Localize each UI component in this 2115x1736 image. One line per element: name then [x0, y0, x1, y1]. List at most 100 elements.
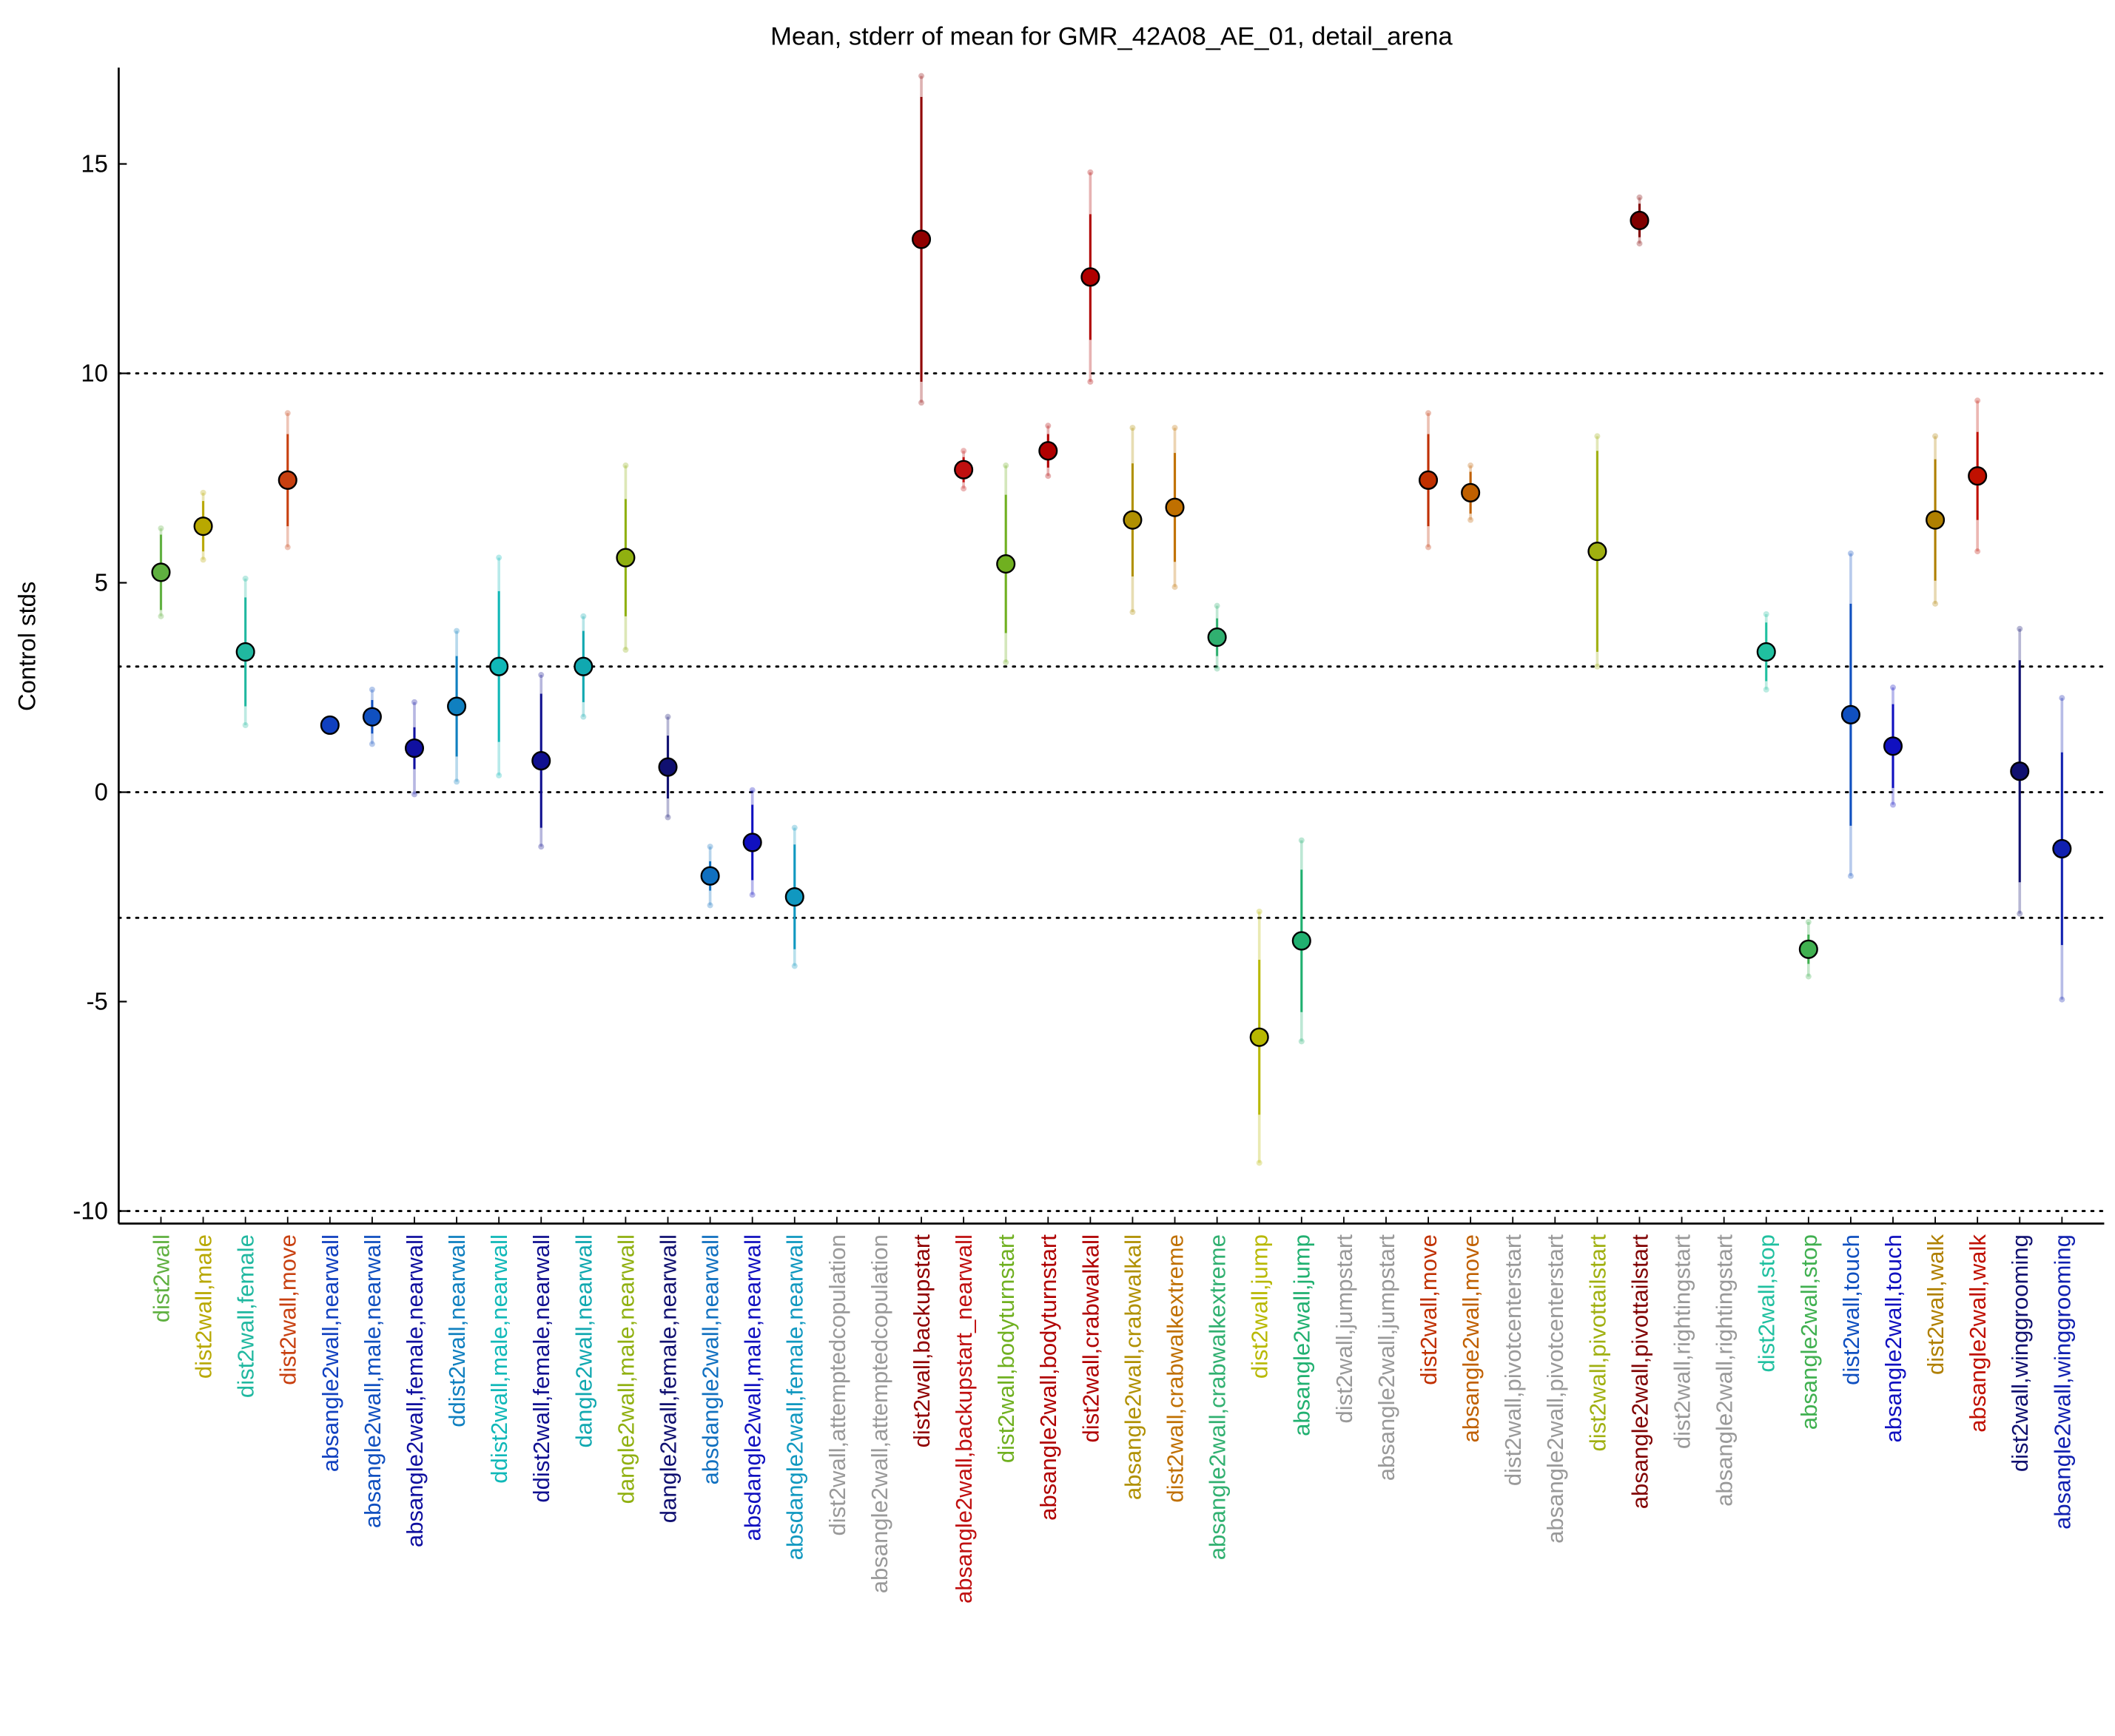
x-tick-label: absangle2wall,jumpstart [1373, 1234, 1399, 1481]
mean-marker [1756, 642, 1776, 662]
x-tick-label: dist2wall,jumpstart [1331, 1234, 1357, 1424]
spread-end [1087, 378, 1094, 385]
x-tick-label: dist2wall,winggrooming [2007, 1234, 2033, 1472]
spread-end [369, 686, 375, 693]
x-tick-label: dist2wall,rightingstart [1670, 1234, 1695, 1449]
spread-end [411, 699, 418, 705]
spread-end [1003, 462, 1009, 469]
spread-end [1467, 462, 1474, 469]
mean-marker [362, 707, 382, 727]
spread-end [1889, 801, 1897, 808]
spread-end [1636, 240, 1643, 247]
mean-marker [278, 470, 297, 490]
mean-marker [1461, 482, 1481, 502]
spread-end [2017, 625, 2023, 632]
x-tick-label: dangle2wall,male,nearwall [613, 1234, 639, 1504]
mean-marker [1165, 497, 1185, 517]
mean-marker [784, 886, 804, 907]
spread-end [1763, 686, 1769, 693]
spread-end [1932, 433, 1939, 440]
mean-marker [1840, 704, 1860, 724]
spread-end [791, 824, 798, 831]
spread-end [1847, 550, 1854, 556]
spread-end [1425, 544, 1432, 551]
x-tick-label: dist2wall,pivotcenterstart [1500, 1234, 1526, 1486]
x-tick-label: dist2wall,bodyturnstart [993, 1234, 1019, 1463]
y-tick-label: 10 [81, 359, 107, 386]
spread-end [454, 778, 460, 785]
x-tick-label: dist2wall,stop [1754, 1234, 1780, 1372]
spread-end [1045, 423, 1052, 429]
x-tick-label: absangle2wall,bodyturnstart [1035, 1234, 1061, 1521]
spread-end [1298, 837, 1305, 844]
x-tick-label: absangle2wall,walk [1965, 1234, 1991, 1433]
x-tick-label: absangle2wall,attemptedcopulation [867, 1234, 892, 1593]
spread-end [749, 892, 756, 898]
spread-end [1974, 397, 1981, 404]
spread-end [1889, 684, 1897, 691]
mean-marker [1291, 931, 1311, 951]
spread-end [1256, 908, 1262, 915]
spread-end [1298, 1038, 1305, 1045]
x-tick-label: dist2wall,crabwalkall [1077, 1234, 1103, 1442]
mean-marker [1630, 210, 1650, 231]
spread-end [369, 741, 375, 747]
mean-marker [616, 548, 636, 568]
spread-end [158, 525, 164, 531]
mean-marker [1883, 736, 1903, 756]
spread-end [2059, 695, 2065, 702]
spread-end [961, 485, 967, 492]
spread-end [1256, 1160, 1262, 1166]
spread-end [1171, 425, 1178, 431]
spread-end [1425, 410, 1432, 417]
spread-end [538, 672, 545, 679]
x-tick-label: ddist2wall,male,nearwall [486, 1234, 512, 1484]
y-tick-label: -10 [73, 1197, 107, 1224]
y-tick-label: -5 [87, 987, 108, 1015]
spread-end [200, 556, 206, 563]
mean-marker [658, 757, 678, 777]
spread-end [538, 844, 545, 850]
x-tick-label: dist2wall,jump [1247, 1234, 1273, 1379]
x-tick-label: absangle2wall,pivotcenterstart [1542, 1234, 1568, 1544]
x-tick-label: dangle2wall,nearwall [571, 1234, 596, 1447]
spread-end [496, 772, 502, 778]
x-tick-label: absdangle2wall,nearwall [698, 1234, 724, 1484]
spread-end [707, 902, 713, 909]
x-tick-label: dist2wall,move [275, 1234, 301, 1385]
spread-end [242, 575, 249, 582]
mean-marker [1926, 510, 1946, 530]
mean-marker [2010, 761, 2030, 781]
x-tick-label: absangle2wall,touch [1880, 1234, 1906, 1442]
mean-marker [1249, 1027, 1269, 1047]
spread-end [1214, 602, 1220, 609]
spread-end [1171, 584, 1178, 591]
x-tick-label: absangle2wall,crabwalkall [1120, 1234, 1146, 1500]
spread-end [2059, 996, 2065, 1003]
x-tick-label: ddist2wall,female,nearwall [528, 1234, 554, 1502]
x-tick-label: absangle2wall,female,nearwall [402, 1234, 428, 1547]
spread-end [1594, 433, 1601, 440]
spread-end [242, 721, 249, 729]
y-tick-label: 5 [95, 568, 108, 596]
mean-marker [700, 866, 720, 886]
spread-end [411, 791, 418, 798]
mean-marker [1080, 267, 1100, 287]
mean-marker [320, 715, 340, 736]
spread-end [496, 554, 502, 561]
spread-end [1467, 517, 1474, 523]
chart-title: Mean, stderr of mean for GMR_42A08_AE_01… [770, 22, 1453, 50]
mean-marker [1798, 939, 1818, 959]
spread-end [1974, 548, 1981, 555]
spread-end [622, 647, 629, 653]
x-tick-label: ddist2wall,nearwall [444, 1234, 470, 1427]
spread-end [200, 489, 206, 496]
x-tick-label: dist2wall,move [1416, 1234, 1442, 1385]
spread-end [284, 410, 291, 417]
mean-marker [1968, 466, 1988, 486]
spread-end [1003, 659, 1009, 666]
spread-end [580, 713, 587, 720]
x-tick-label: absangle2wall,stop [1796, 1234, 1822, 1430]
x-tick-label: dist2wall,crabwalkextreme [1163, 1234, 1188, 1502]
